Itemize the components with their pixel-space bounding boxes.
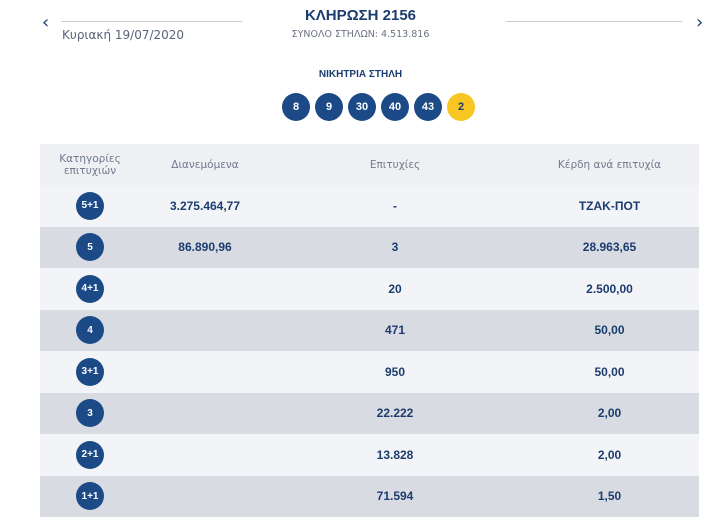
winners-cell: 950 [384, 364, 406, 379]
category-cell: 1+1 [40, 482, 140, 511]
header-prize-per-winner: Κέρδη ανά επιτυχία [557, 158, 662, 171]
winning-column-label: ΝΙΚΗΤΡΙΑ ΣΤΗΛΗ [318, 69, 403, 80]
table-row: 5 86.890,96 3 28.963,65 [40, 226, 699, 268]
category-badge: 5 [76, 233, 104, 262]
category-cell: 4 [40, 316, 140, 345]
category-badge: 5+1 [76, 191, 104, 220]
winning-number-ball: 43 [414, 93, 442, 121]
table-row: 5+1 3.275.464,77 - ΤΖΑΚ-ΠΟΤ [40, 185, 699, 227]
results-table: 5+1 3.275.464,77 - ΤΖΑΚ-ΠΟΤ 5 86.890,96 3 28.96… [40, 185, 699, 517]
category-cell: 3+1 [40, 357, 140, 386]
draw-total-columns: ΣΥΝΟΛΟ ΣΤΗΛΩΝ: 4.513.816 [291, 29, 430, 40]
table-row: 4+1 20 2.500,00 [40, 268, 699, 310]
previous-draw-date[interactable]: Κυριακή 19/07/2020 [62, 28, 185, 42]
table-row: 1+1 71.594 1,50 [40, 475, 699, 517]
table-row: 3+1 950 50,00 [40, 351, 699, 393]
winning-number-ball: 40 [381, 93, 409, 121]
winning-number-ball: 30 [348, 93, 376, 121]
category-badge: 1+1 [76, 482, 104, 511]
winners-cell: 71.594 [376, 489, 414, 504]
winning-numbers: 8 9 30 40 43 2 [282, 93, 480, 121]
winners-cell: - [393, 198, 397, 213]
prize-cell: ΤΖΑΚ-ΠΟΤ [578, 198, 641, 213]
winning-number-ball: 9 [315, 93, 343, 121]
category-cell: 2+1 [40, 440, 140, 469]
draw-title: ΚΛΗΡΩΣΗ 2156 [304, 7, 417, 24]
prize-cell: 2,00 [597, 447, 622, 462]
category-cell: 3 [40, 399, 140, 428]
header-distributed: Διανεμόμενα [171, 158, 239, 171]
distributed-cell: 3.275.464,77 [169, 198, 241, 213]
winners-cell: 13.828 [376, 447, 414, 462]
category-cell: 4+1 [40, 274, 140, 303]
prize-cell: 2.500,00 [586, 281, 633, 296]
header-categories: Κατηγορίες επιτυχιών [59, 152, 121, 177]
winners-cell: 471 [384, 323, 406, 338]
prize-cell: 2,00 [597, 406, 622, 421]
table-row: 2+1 13.828 2,00 [40, 434, 699, 476]
category-badge: 4+1 [76, 274, 104, 303]
prize-cell: 50,00 [594, 323, 625, 338]
winners-cell: 20 [388, 281, 402, 296]
category-cell: 5 [40, 233, 140, 262]
table-row: 4 471 50,00 [40, 309, 699, 351]
category-badge: 4 [76, 316, 104, 345]
header-winners: Επιτυχίες [369, 158, 421, 171]
prize-cell: 1,50 [597, 489, 622, 504]
winning-number-ball: 8 [282, 93, 310, 121]
joker-ball: 2 [447, 93, 475, 121]
chevron-left-icon[interactable]: ‹ [42, 12, 50, 33]
category-badge: 2+1 [76, 440, 104, 469]
next-divider [506, 21, 682, 22]
chevron-right-icon[interactable]: › [696, 12, 704, 33]
category-badge: 3 [76, 399, 104, 428]
table-header: Κατηγορίες επιτυχιών Διανεμόμενα Επιτυχί… [40, 144, 699, 185]
prize-cell: 28.963,65 [582, 240, 637, 255]
category-cell: 5+1 [40, 191, 140, 220]
winners-cell: 22.222 [376, 406, 414, 421]
prev-divider [61, 21, 242, 22]
prize-cell: 50,00 [594, 364, 625, 379]
distributed-cell: 86.890,96 [178, 240, 232, 255]
table-row: 3 22.222 2,00 [40, 392, 699, 434]
winners-cell: 3 [391, 240, 399, 255]
category-badge: 3+1 [76, 357, 104, 386]
